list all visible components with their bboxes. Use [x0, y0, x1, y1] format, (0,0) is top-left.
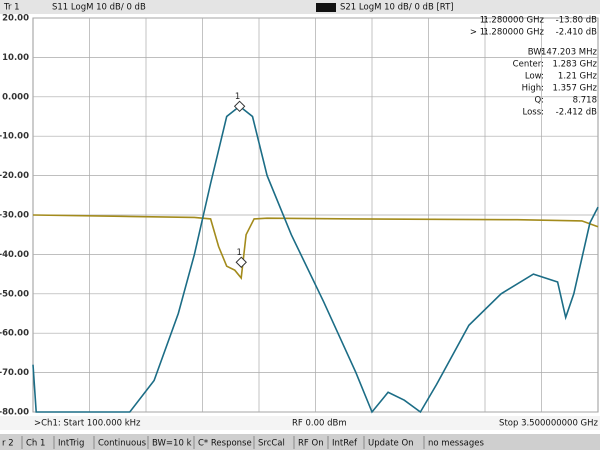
marker [233, 100, 246, 113]
status-item: RF On [298, 439, 324, 449]
status-item: Continuous [98, 439, 147, 449]
y-tick-label: -10.00 [0, 132, 29, 142]
y-tick-label: -80.00 [0, 408, 29, 418]
y-tick-label: 10.00 [2, 53, 29, 63]
status-item: Ch 1 [26, 439, 45, 449]
power-label: RF 0.00 dBm [292, 419, 347, 429]
stat-value: -2.412 dB [556, 108, 597, 118]
y-tick-label: -50.00 [0, 289, 29, 299]
top-bar [0, 0, 600, 14]
stat-value: 1.357 GHz [553, 84, 598, 94]
y-tick-label: -20.00 [0, 171, 29, 181]
status-bar [0, 434, 600, 450]
active-trace-box [316, 3, 336, 12]
s21-label: S21 LogM 10 dB/ 0 dB [RT] [340, 3, 454, 13]
stat-label: Q: [534, 96, 544, 106]
stat-label: BW: [528, 48, 544, 58]
stat-value: 1.283 GHz [553, 60, 598, 70]
status-item: BW=10 k [152, 439, 192, 449]
readout-frequency: 1.280000 GHz [483, 28, 544, 38]
trace-line [32, 105, 599, 414]
readout-value: -13.80 dB [556, 16, 597, 26]
status-item: IntTrig [58, 439, 84, 449]
marker-label: 1 [237, 248, 242, 258]
status-item: IntRef [332, 439, 358, 449]
start-label: >Ch1: Start 100.000 kHz [34, 419, 141, 429]
stat-value: 147.203 MHz [541, 48, 598, 58]
readout-value: -2.410 dB [556, 28, 597, 38]
stat-value: 1.21 GHz [558, 72, 598, 82]
stat-label: Center: [513, 60, 544, 70]
stat-label: Low: [525, 72, 544, 82]
stop-label: Stop 3.500000000 GHz [499, 419, 598, 429]
y-tick-label: -30.00 [0, 211, 29, 221]
s11-label: S11 LogM 10 dB/ 0 dB [52, 3, 146, 13]
status-item: C* Response [198, 439, 252, 449]
footer [0, 416, 600, 430]
status-item: Update On [368, 439, 414, 449]
status-item: SrcCal [258, 439, 285, 449]
status-item: no messages [428, 439, 484, 449]
y-tick-label: 0.000 [2, 92, 29, 102]
status-item: r 2 [2, 439, 14, 449]
readout-index: > 1: [470, 28, 488, 38]
y-tick-label: -40.00 [0, 250, 29, 260]
marker [235, 256, 247, 268]
stat-label: High: [522, 84, 544, 94]
y-tick-label: -70.00 [0, 368, 29, 378]
y-tick-label: 20.00 [2, 14, 29, 24]
marker-label: 1 [235, 92, 240, 102]
stat-value: 8.718 [573, 96, 597, 106]
trace-line [32, 214, 599, 280]
y-tick-label: -60.00 [0, 329, 29, 339]
trace-label: Tr 1 [3, 3, 20, 13]
readout-index: 1: [480, 16, 488, 26]
readout-frequency: 1.280000 GHz [483, 16, 544, 26]
stat-label: Loss: [522, 108, 544, 118]
